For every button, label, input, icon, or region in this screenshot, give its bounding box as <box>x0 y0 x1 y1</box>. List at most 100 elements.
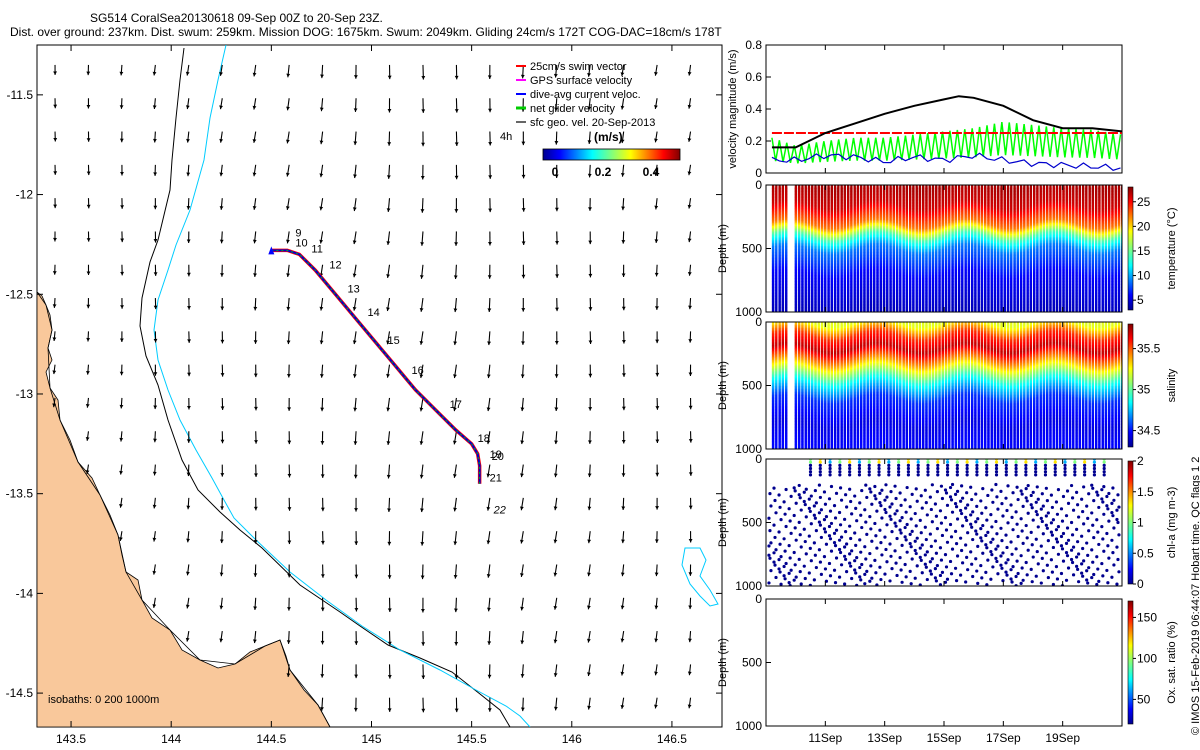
geo-vector-arrow <box>621 531 625 544</box>
geo-vector-arrow <box>153 431 157 443</box>
day-label: 12 <box>329 259 341 271</box>
geo-vector-arrow <box>120 231 125 243</box>
geo-vector-arrow <box>219 198 224 210</box>
velocity-frame <box>765 44 1123 174</box>
geo-vector-arrow <box>654 597 659 610</box>
geo-vector-arrow <box>588 264 593 278</box>
geo-vector-arrow <box>688 597 693 610</box>
geo-vector-arrow <box>553 464 558 478</box>
geo-vector-arrow <box>521 164 526 179</box>
geo-vector-arrow <box>286 331 291 345</box>
day-label: 19 <box>490 449 502 461</box>
temperature-sample <box>798 309 801 312</box>
colorbar-tick-1: 0.2 <box>595 165 612 179</box>
track-start-marker <box>268 246 275 255</box>
geo-vector-arrow <box>52 364 57 375</box>
temperature-sample <box>860 309 863 312</box>
geo-vector-arrow <box>688 531 693 543</box>
temperature-sample <box>935 309 938 312</box>
temperature-sample <box>886 309 889 312</box>
geo-vector-arrow <box>386 264 391 278</box>
temperature-sample <box>869 309 873 312</box>
geo-vector-arrow <box>687 664 692 676</box>
geo-vector-arrow <box>119 331 124 343</box>
geo-vector-arrow <box>553 531 558 544</box>
geo-vector-arrow <box>553 597 558 610</box>
temperature-sample <box>899 309 902 312</box>
temperature-sample <box>837 309 840 312</box>
temperature-sample <box>781 309 785 312</box>
geo-vector-arrow <box>419 264 424 279</box>
map-xtick-label: 146.5 <box>657 732 687 746</box>
geo-vector-arrow <box>286 298 291 311</box>
temperature-sample <box>866 309 869 312</box>
geo-vector-arrow <box>687 264 692 276</box>
geo-vector-arrow <box>620 164 625 177</box>
geo-vector-arrow <box>152 64 157 76</box>
geo-vector-arrow <box>253 564 258 577</box>
colorbar-tick-0: 0 <box>552 165 559 179</box>
geo-vector-arrow <box>253 331 258 344</box>
geo-vector-arrow <box>286 664 291 677</box>
geo-vector-arrow <box>320 431 325 445</box>
geo-vector-arrow <box>654 631 659 643</box>
geo-vector-arrow <box>253 264 257 277</box>
temperature-sample <box>820 309 824 312</box>
geo-vector-arrow <box>486 497 491 511</box>
geo-vector-arrow <box>521 231 526 246</box>
geo-vector-arrow <box>254 431 258 444</box>
geo-vector-arrow <box>185 564 190 576</box>
geo-vector-arrow <box>688 431 693 443</box>
geo-vector-arrow <box>85 397 90 408</box>
geo-vector-arrow <box>555 264 559 278</box>
geo-vector-arrow <box>387 564 392 579</box>
vel-ylabel: velocity magnitude (m/s) <box>727 49 739 168</box>
geo-vector-arrow <box>387 497 391 513</box>
temperature-sample <box>925 309 928 312</box>
geo-vector-arrow <box>687 231 692 243</box>
geo-vector-arrow <box>620 64 625 77</box>
geo-vector-arrow <box>86 64 91 76</box>
hours-label: 4h <box>500 131 512 143</box>
geo-vector-arrow <box>119 464 123 475</box>
temperature-sample <box>882 309 886 312</box>
geo-vector-arrow <box>387 631 392 646</box>
geo-vector-arrow <box>252 64 257 77</box>
geo-vector-arrow <box>453 531 458 546</box>
geo-vector-arrow <box>419 464 424 479</box>
map-legend: 25cm/s swim vector GPS surface velocity … <box>500 61 681 179</box>
temperature-sample <box>938 309 941 312</box>
geo-vector-arrow <box>152 564 157 575</box>
geo-vector-arrow <box>220 364 225 377</box>
geo-vector-arrow <box>454 98 459 113</box>
colorbar-title: (m/s) <box>594 130 623 144</box>
map-ytick-label: -13.5 <box>6 487 34 501</box>
geo-vector-arrow <box>252 231 257 244</box>
geo-vector-arrow <box>219 98 223 110</box>
geo-vector-arrow <box>454 631 459 646</box>
geo-vector-arrow <box>320 531 325 545</box>
geo-vector-arrow <box>622 364 626 377</box>
geo-vector-arrow <box>220 298 225 311</box>
geo-vector-arrow <box>554 164 559 178</box>
geo-vector-arrow <box>120 298 124 309</box>
geo-vector-arrow <box>386 198 391 212</box>
geo-vector-arrow <box>187 364 191 377</box>
geo-vector-arrow <box>419 397 424 412</box>
geo-vector-arrow <box>654 131 658 143</box>
geo-vector-arrow <box>419 431 424 445</box>
day-label: 17 <box>450 399 462 411</box>
geo-vector-arrow <box>353 464 358 479</box>
geo-vector-arrow <box>287 531 292 545</box>
geo-vector-arrow <box>487 631 492 645</box>
geo-vector-arrow <box>86 331 91 342</box>
geo-vector-arrow <box>520 631 525 645</box>
geo-vector-arrow <box>588 397 593 411</box>
geo-vector-arrow <box>487 697 492 712</box>
day-label: 21 <box>490 473 502 485</box>
geo-vector-arrow <box>620 131 625 144</box>
geo-vector-arrow <box>152 98 157 110</box>
geo-vector-arrow <box>353 364 357 378</box>
